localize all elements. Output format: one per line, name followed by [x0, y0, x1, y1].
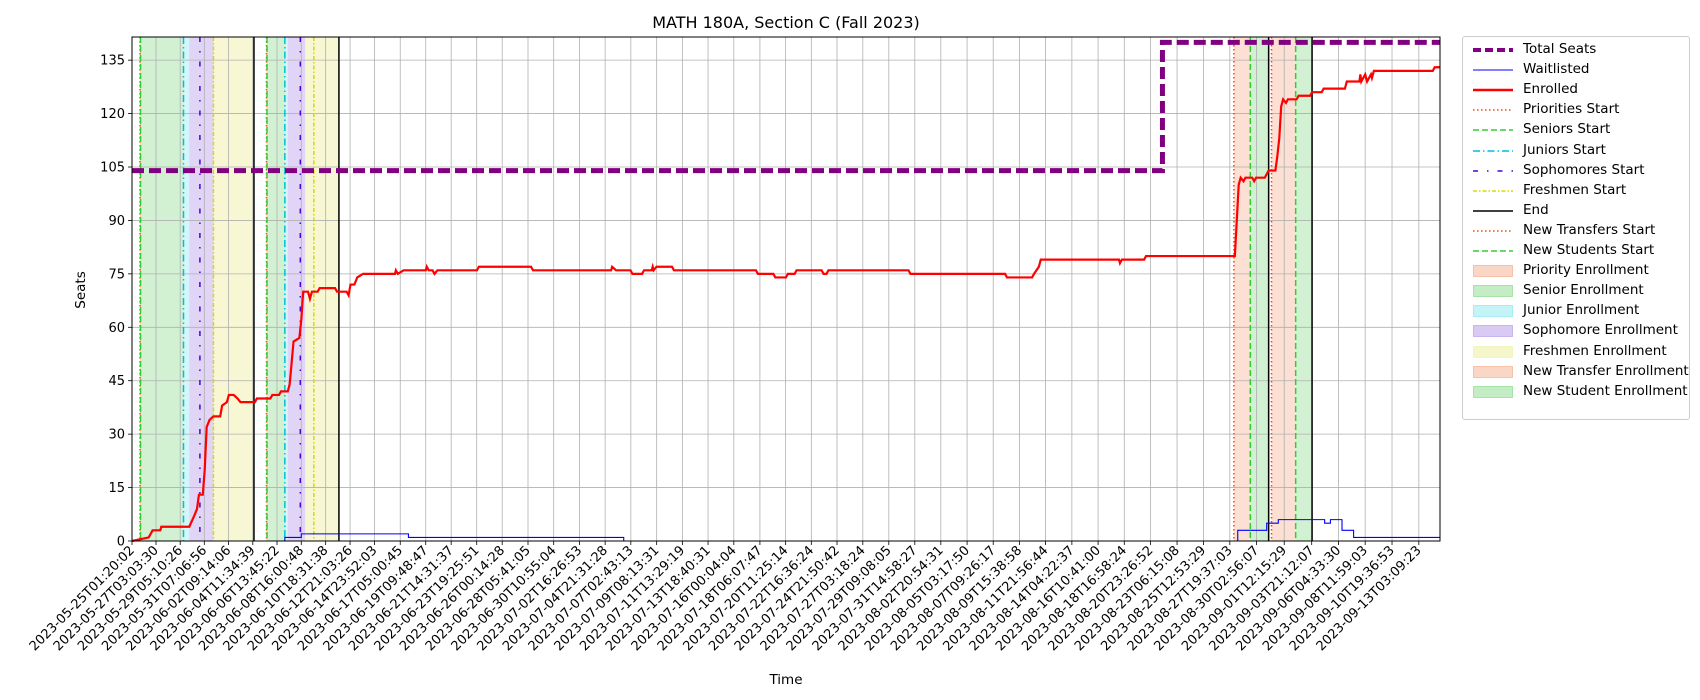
legend-label: Priorities Start	[1523, 101, 1620, 118]
x-axis-label: Time	[768, 672, 802, 688]
legend-patch	[1473, 305, 1513, 318]
legend-item-waitlisted: Waitlisted	[1463, 60, 1689, 80]
legend-patch	[1473, 385, 1513, 398]
legend-swatch	[1473, 69, 1513, 71]
legend-swatch	[1473, 129, 1513, 132]
legend-label: Freshmen Enrollment	[1523, 342, 1667, 359]
legend-patch	[1473, 265, 1513, 278]
legend-item-freshmen-start: Freshmen Start	[1463, 181, 1689, 201]
legend-item-seniors-start: Seniors Start	[1463, 120, 1689, 140]
legend-swatch	[1473, 48, 1513, 52]
legend-swatch	[1473, 305, 1513, 318]
new-student-enrollment-band	[1295, 37, 1313, 541]
y-tick-label: 45	[108, 374, 125, 389]
sophomore-enrollment-band	[287, 37, 306, 541]
legend-label: Priority Enrollment	[1523, 262, 1649, 279]
senior-enrollment-band	[140, 37, 184, 541]
legend-swatch	[1473, 169, 1513, 172]
legend-patch	[1473, 285, 1513, 298]
junior-enrollment-band	[183, 37, 190, 541]
enrolled-series	[131, 66, 1440, 543]
series	[131, 39, 1440, 543]
legend-item-sophomores-start: Sophomores Start	[1463, 161, 1689, 181]
legend-label: Total Seats	[1523, 41, 1597, 57]
legend-swatch	[1473, 365, 1513, 378]
y-tick-label: 15	[108, 481, 125, 496]
period-markers	[139, 37, 1313, 541]
legend-label: New Transfers Start	[1523, 221, 1656, 238]
legend-item-new-transfer-enrollment: New Transfer Enrollment	[1463, 362, 1689, 382]
new-transfer-enrollment-band	[1271, 37, 1296, 541]
y-tick-label: 135	[100, 54, 125, 69]
y-tick-label: 90	[108, 214, 125, 229]
legend-swatch	[1473, 250, 1513, 252]
legend-item-freshmen-enrollment: Freshmen Enrollment	[1463, 342, 1689, 362]
legend-item-priorities-start: Priorities Start	[1463, 100, 1689, 120]
y-tick-label: 75	[108, 267, 125, 282]
legend-item-end: End	[1463, 201, 1689, 221]
legend-label: Junior Enrollment	[1523, 302, 1640, 319]
legend-swatch	[1473, 325, 1513, 338]
legend-swatch	[1473, 149, 1513, 152]
y-tick-label: 30	[108, 428, 125, 443]
legend-label: Enrolled	[1523, 81, 1578, 98]
legend-swatch	[1473, 265, 1513, 278]
legend-label: Sophomores Start	[1523, 161, 1645, 178]
legend-swatch	[1473, 88, 1513, 92]
legend-swatch	[1473, 210, 1513, 212]
legend-item-total-seats: Total Seats	[1463, 40, 1689, 60]
legend-swatch	[1473, 345, 1513, 358]
new-student-enrollment-band	[1250, 37, 1269, 541]
legend-item-junior-enrollment: Junior Enrollment	[1463, 301, 1689, 321]
legend-item-new-student-enrollment: New Student Enrollment	[1463, 382, 1689, 402]
legend-label: Senior Enrollment	[1523, 282, 1644, 299]
total-seats-series	[132, 39, 1440, 174]
legend-label: Waitlisted	[1523, 61, 1590, 78]
legend-label: Seniors Start	[1523, 121, 1611, 138]
legend-item-enrolled: Enrolled	[1463, 80, 1689, 100]
y-axis-label: Seats	[73, 271, 89, 308]
freshmen-enrollment-band	[213, 37, 254, 541]
legend-label: End	[1523, 201, 1549, 218]
legend-item-senior-enrollment: Senior Enrollment	[1463, 281, 1689, 301]
legend-label: New Student Enrollment	[1523, 382, 1688, 399]
legend-item-new-transfers-start: New Transfers Start	[1463, 221, 1689, 241]
legend-item-new-students-start: New Students Start	[1463, 241, 1689, 261]
legend-item-priority-enrollment: Priority Enrollment	[1463, 261, 1689, 281]
waitlisted-series	[132, 519, 1440, 542]
legend-swatch	[1473, 385, 1513, 398]
chart-title: MATH 180A, Section C (Fall 2023)	[652, 13, 920, 32]
y-tick-label: 105	[100, 161, 125, 176]
y-tick-label: 60	[108, 321, 125, 336]
legend-patch	[1473, 365, 1513, 378]
legend-label: Freshmen Start	[1523, 181, 1627, 198]
enrollment-periods	[140, 37, 1313, 541]
legend-swatch	[1473, 189, 1513, 192]
x-axis: 2023-05-25T01:20:022023-05-27T03:03:3020…	[27, 541, 1425, 654]
y-tick-label: 120	[100, 107, 125, 122]
legend-label: New Transfer Enrollment	[1523, 362, 1689, 379]
sophomore-enrollment-band	[189, 37, 214, 541]
junior-enrollment-band	[284, 37, 288, 541]
legend-label: Sophomore Enrollment	[1523, 322, 1678, 339]
y-tick-label: 0	[117, 535, 125, 550]
new-transfer-enrollment-band	[1233, 37, 1251, 541]
legend-label: Juniors Start	[1523, 141, 1606, 158]
legend: Total Seats Waitlisted Enrolled Priorities …	[1462, 36, 1690, 420]
legend-label: New Students Start	[1523, 242, 1655, 258]
legend-patch	[1473, 325, 1513, 338]
legend-item-sophomore-enrollment: Sophomore Enrollment	[1463, 321, 1689, 341]
legend-swatch	[1473, 109, 1513, 112]
senior-enrollment-band	[266, 37, 285, 541]
legend-patch	[1473, 345, 1513, 358]
legend-swatch	[1473, 230, 1513, 232]
y-axis: 0 15 30 45 60 75 90 105 120 135	[100, 54, 132, 550]
legend-swatch	[1473, 285, 1513, 298]
legend-item-juniors-start: Juniors Start	[1463, 141, 1689, 161]
